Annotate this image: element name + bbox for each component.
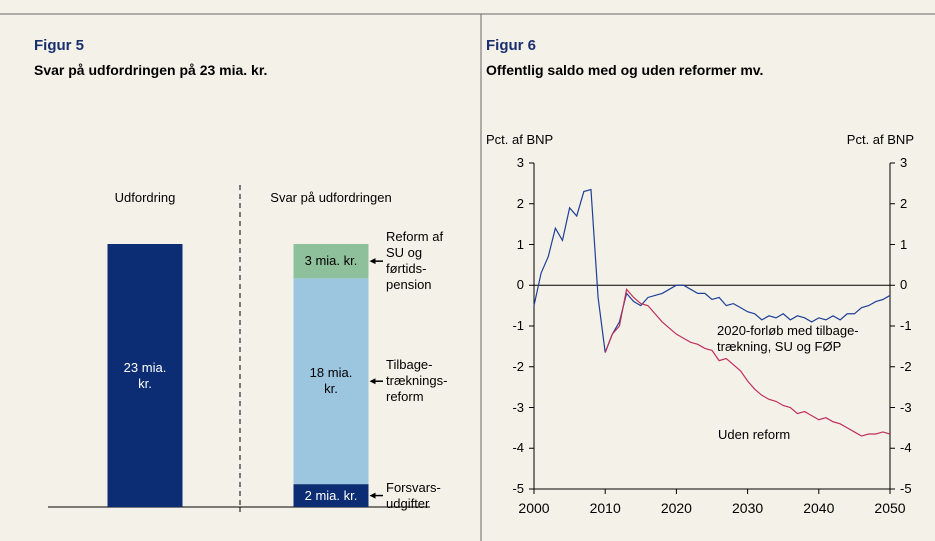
bar-segment (293, 278, 369, 485)
y-tick-label: -1 (512, 318, 524, 333)
series-label: 2020-forløb med tilbage- trækning, SU og… (717, 323, 859, 354)
arrow-head (369, 492, 376, 499)
line (604, 288, 891, 437)
line (533, 188, 891, 353)
y-tick-label: 1 (516, 236, 524, 252)
x-tick-label: 2010 (589, 500, 621, 516)
y2-axis-label: Pct. af BNP (846, 132, 914, 147)
bar-segment (293, 484, 369, 507)
figure-label: Figur 6 (486, 37, 537, 54)
y2-tick-label: -2 (900, 358, 912, 374)
arrow-head (369, 378, 376, 385)
category-label: Udfordring (114, 190, 176, 205)
y2-tick-label: -3 (900, 399, 912, 415)
x-tick-label: 2050 (874, 500, 906, 516)
chart-title: Svar på udfordringen på 23 mia. kr. (34, 62, 268, 78)
x-tick-label: 2030 (732, 500, 764, 516)
y2-tick-label: 1 (900, 236, 908, 252)
y2-tick-label: 2 (900, 195, 908, 211)
category-label: Svar på udfordringen (270, 190, 392, 205)
figure-label: Figur 5 (34, 37, 85, 54)
y-tick-label: -5 (512, 481, 524, 496)
x-tick-label: 2020 (660, 500, 692, 516)
y-tick-label: 2 (516, 195, 524, 211)
chart-title: Offentlig saldo med og uden reformer mv. (486, 62, 764, 78)
y-tick-label: -4 (512, 440, 524, 456)
bar-segment (293, 244, 369, 279)
segment-annotation: Forsvars- udgifter (386, 479, 441, 511)
y-tick-label: -3 (512, 399, 524, 415)
y-tick-label: 0 (516, 277, 524, 293)
x-tick-label: 2040 (803, 500, 835, 516)
y2-tick-label: 3 (900, 155, 908, 170)
value-label: 2 mia. kr. (304, 487, 358, 503)
bar-segment (107, 244, 183, 507)
segment-annotation: Reform af SU og førtids- pension (386, 229, 444, 293)
arrow-head (369, 258, 376, 265)
series-label: Uden reform (718, 427, 791, 442)
y-tick-label: -2 (512, 358, 524, 374)
x-tick-label: 2000 (518, 500, 550, 516)
y2-tick-label: -5 (900, 481, 912, 496)
y2-tick-label: -4 (900, 440, 912, 456)
segment-annotation: Tilbage- træknings- reform (386, 357, 448, 405)
value-label: 23 mia. kr. (123, 359, 167, 391)
y2-tick-label: 0 (900, 277, 908, 293)
y-tick-label: 3 (516, 155, 524, 170)
value-label: 18 mia. kr. (309, 365, 353, 397)
value-label: 3 mia. kr. (304, 253, 358, 269)
y-axis-label: Pct. af BNP (486, 132, 554, 147)
y2-tick-label: -1 (900, 318, 912, 333)
